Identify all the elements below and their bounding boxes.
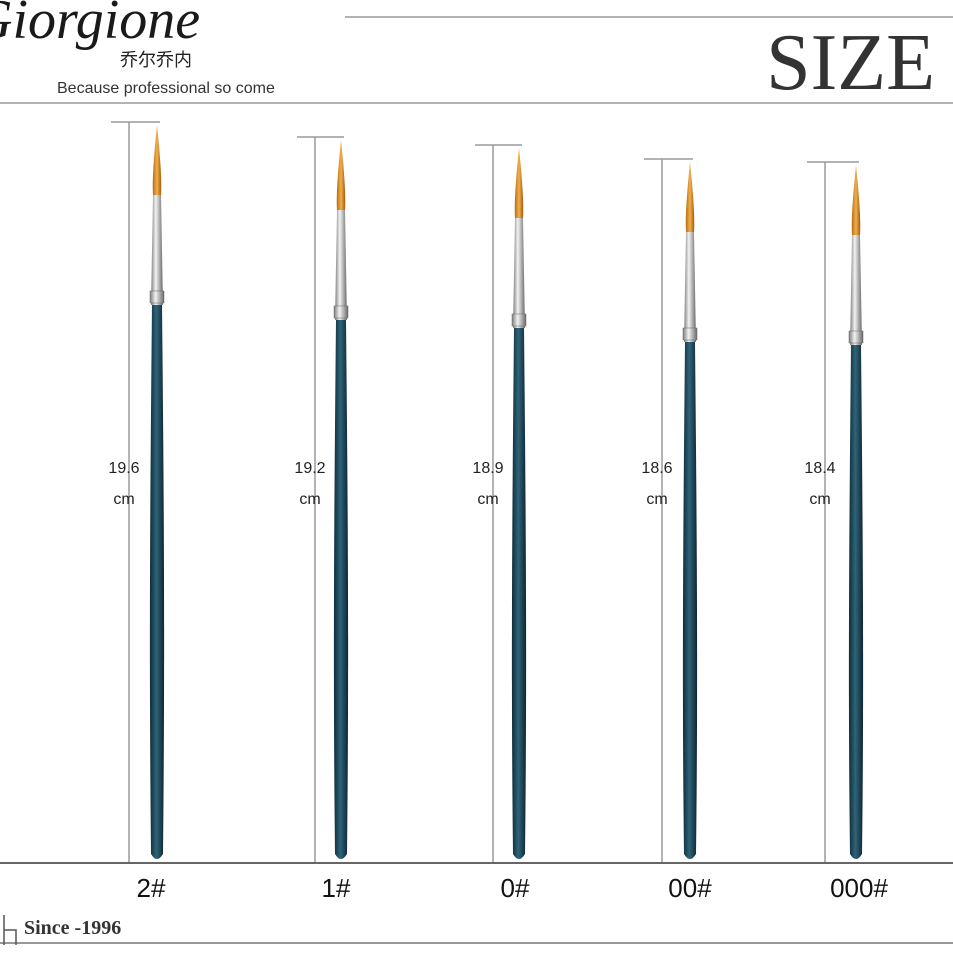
footer-ornament: [3, 915, 17, 945]
length-label: 18.4: [804, 460, 835, 477]
brush-hair: [336, 140, 346, 210]
brushes: 19.6 cm 2# 19.2 cm 1# 18.9 cm 0# 18.6 cm 00# 18.4 cm 0…: [108, 121, 888, 903]
brand-logo: Giorgione: [0, 0, 200, 51]
length-label: 19.2: [294, 460, 325, 477]
length-label: 18.6: [641, 460, 672, 477]
length-unit: cm: [477, 491, 498, 508]
brand-cn: 乔尔乔内: [120, 50, 192, 71]
tagline: Because professional so come: [57, 80, 275, 97]
size-label: 000#: [830, 873, 888, 903]
brush-ferrule: [151, 195, 163, 305]
brush-handle: [511, 328, 527, 859]
measure-line: [297, 136, 344, 862]
measure-line: [475, 144, 522, 862]
length-unit: cm: [809, 491, 830, 508]
brush-hair: [851, 165, 861, 235]
brush-crimp: [682, 327, 698, 341]
brush-ferrule: [850, 235, 862, 345]
measure-line: [807, 161, 859, 862]
brush-ferrule: [513, 218, 525, 328]
brush-crimp: [511, 313, 527, 327]
measure-line: [111, 121, 160, 862]
size-label: 0#: [501, 873, 530, 903]
brush-hair: [685, 162, 695, 232]
brush-crimp: [333, 305, 349, 319]
brush-ferrule: [684, 232, 696, 342]
size-label: 2#: [137, 873, 166, 903]
brush-ferrule: [335, 210, 347, 320]
brush-handle: [848, 345, 864, 859]
length-label: 19.6: [108, 460, 139, 477]
measure-line: [644, 158, 693, 862]
since: Since -1996: [24, 917, 121, 939]
brush-hair: [152, 125, 162, 195]
brush-hair: [514, 148, 524, 218]
size-label: 1#: [322, 873, 351, 903]
brush-crimp: [848, 330, 864, 344]
length-unit: cm: [299, 491, 320, 508]
brush-handle: [333, 320, 349, 859]
brush-crimp: [149, 290, 165, 304]
length-unit: cm: [646, 491, 667, 508]
length-unit: cm: [113, 491, 134, 508]
brush-handle: [149, 305, 165, 859]
title: SIZE: [766, 19, 935, 107]
size-label: 00#: [668, 873, 712, 903]
length-label: 18.9: [472, 460, 503, 477]
brush-handle: [682, 342, 698, 859]
